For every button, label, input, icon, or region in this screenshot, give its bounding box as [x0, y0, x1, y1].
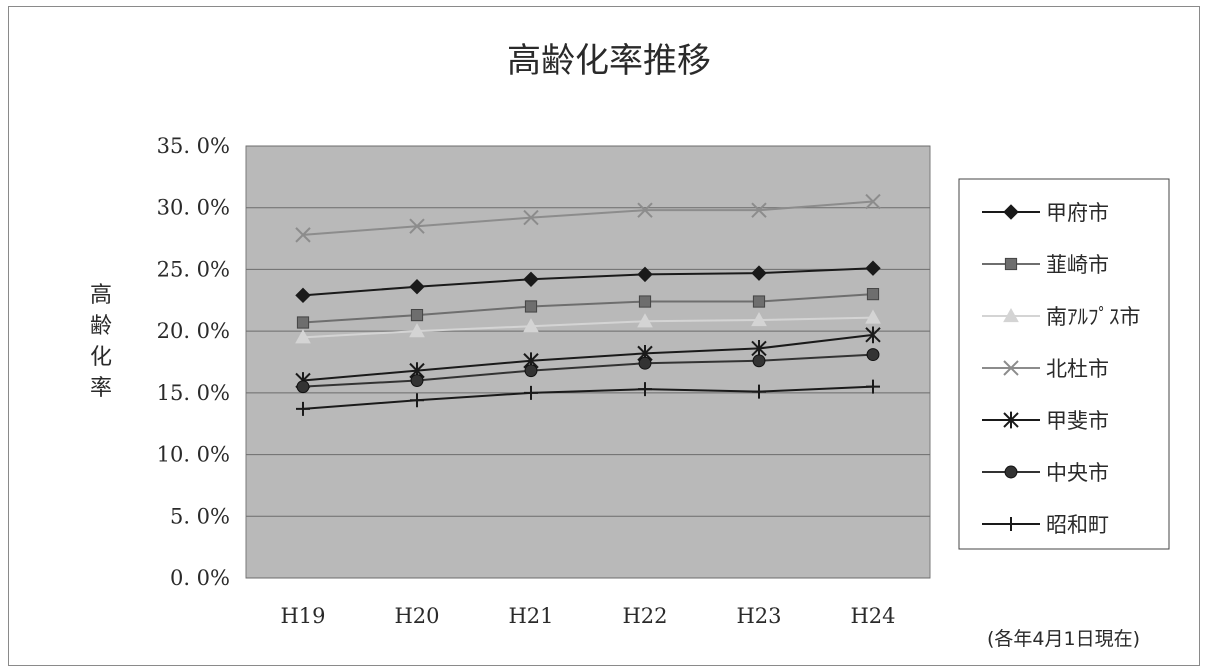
- gridlines: [246, 145, 930, 579]
- x-tick-label: H22: [622, 604, 667, 628]
- data-point: [752, 295, 766, 308]
- data-point: [409, 218, 425, 234]
- y-tick-label: 5. 0%: [170, 504, 230, 528]
- data-point: [866, 348, 880, 362]
- data-point: [865, 260, 881, 276]
- series-7: [296, 379, 880, 416]
- data-point: [752, 384, 766, 399]
- data-point: [295, 329, 311, 344]
- series-2: [296, 288, 880, 329]
- y-tick-label: 35. 0%: [157, 134, 230, 158]
- data-point: [410, 393, 424, 408]
- series-line: [302, 385, 874, 410]
- x-tick-labels: H19 H20 H21 H22 H23 H24: [280, 604, 895, 628]
- y-tick-label: 30. 0%: [157, 196, 230, 220]
- series-line: [302, 293, 874, 324]
- data-point: [638, 356, 652, 370]
- data-point: [637, 202, 653, 218]
- legend-item: 南ｱﾙﾌﾟｽ市: [982, 305, 1141, 329]
- data-point: [409, 279, 425, 295]
- x-tick-label: H21: [508, 604, 553, 628]
- legend-label: 甲斐市: [1046, 409, 1109, 433]
- data-point: [751, 312, 767, 327]
- series-line: [302, 267, 874, 297]
- x-tick-label: H19: [280, 604, 325, 628]
- legend-item: 甲斐市: [982, 409, 1109, 433]
- data-point: [638, 295, 652, 308]
- series-4: [295, 193, 881, 243]
- data-point: [523, 209, 539, 226]
- data-point: [523, 271, 539, 288]
- chart-title: 高齢化率推移: [507, 41, 711, 81]
- data-point: [523, 318, 539, 333]
- date-note: (各年4月1日現在): [987, 628, 1140, 650]
- data-point: [296, 380, 310, 394]
- y-tick-label: 15. 0%: [157, 381, 230, 405]
- series-3: [295, 309, 881, 344]
- legend-item: 中央市: [982, 461, 1109, 485]
- legend-item: 甲府市: [982, 201, 1109, 225]
- series-line: [302, 200, 874, 236]
- x-tick-label: H24: [850, 604, 895, 628]
- legend-label: 中央市: [1046, 461, 1109, 485]
- data-point: [295, 227, 311, 243]
- plot-area: [245, 145, 931, 579]
- series-line: [302, 333, 874, 382]
- y-tick-label: 0. 0%: [170, 566, 230, 590]
- series-1: [295, 260, 881, 304]
- legend-label: 甲府市: [1046, 201, 1109, 225]
- data-point: [296, 401, 310, 416]
- data-point: [865, 326, 881, 344]
- legend-item: 韮崎市: [982, 253, 1109, 277]
- y-tick-label: 25. 0%: [157, 257, 230, 281]
- legend-label: 北杜市: [1046, 357, 1109, 381]
- data-point: [296, 316, 310, 329]
- data-point: [524, 300, 538, 313]
- y-tick-label: 20. 0%: [157, 319, 230, 343]
- series-line: [302, 353, 874, 388]
- series-6: [296, 348, 880, 394]
- data-point: [751, 265, 767, 281]
- legend: [958, 178, 1170, 550]
- series-line: [302, 316, 874, 339]
- data-point: [637, 313, 653, 328]
- data-point: [866, 379, 880, 394]
- data-point: [524, 385, 538, 400]
- data-point: [865, 193, 881, 210]
- series-group: [295, 193, 881, 416]
- y-tick-label: 10. 0%: [157, 443, 230, 467]
- data-point: [637, 266, 653, 283]
- data-point: [410, 374, 424, 387]
- y-tick-labels: 0. 0% 5. 0% 10. 0% 15. 0% 20. 0% 25. 0% 30. 0%…: [157, 134, 230, 590]
- legend-label: 南ｱﾙﾌﾟｽ市: [1046, 305, 1141, 329]
- legend-item: 昭和町: [982, 513, 1109, 537]
- data-point: [409, 323, 425, 338]
- data-point: [751, 202, 767, 218]
- legend-label: 昭和町: [1046, 513, 1109, 537]
- data-point: [524, 364, 538, 378]
- data-point: [865, 309, 881, 324]
- x-tick-label: H20: [394, 604, 439, 628]
- x-tick-label: H23: [736, 604, 781, 628]
- legend-label: 韮崎市: [1046, 253, 1109, 277]
- data-point: [752, 354, 766, 368]
- data-point: [638, 382, 652, 397]
- data-point: [866, 288, 880, 301]
- y-axis-label: 高齢化率: [90, 283, 112, 401]
- data-point: [295, 287, 311, 304]
- data-point: [751, 340, 767, 357]
- legend-item: 北杜市: [982, 357, 1109, 381]
- data-point: [410, 308, 424, 322]
